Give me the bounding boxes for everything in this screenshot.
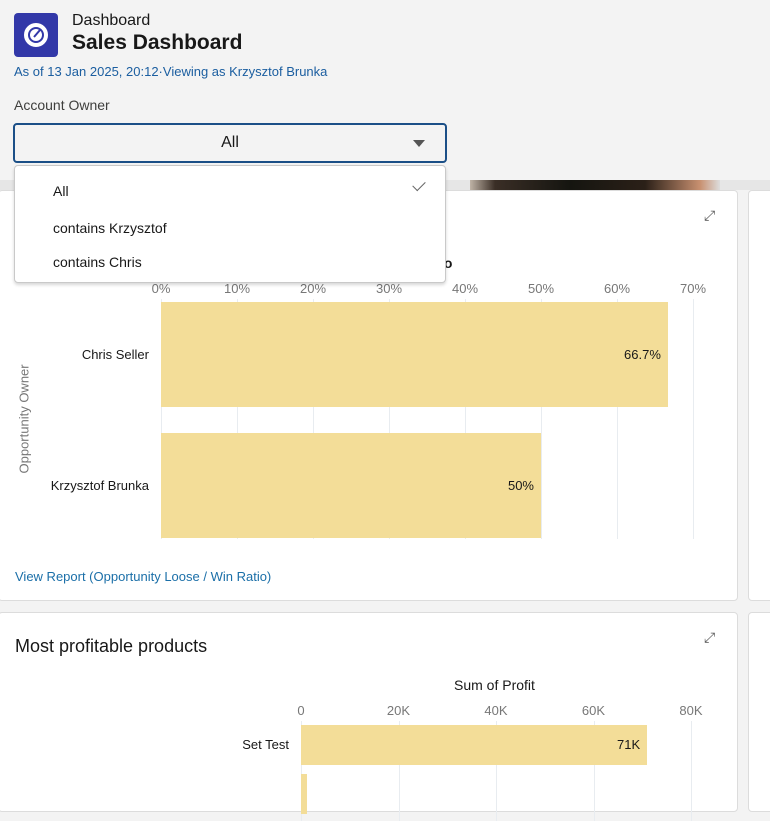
x-axis-title: Sum of Profit xyxy=(454,677,535,693)
category-label: Chris Seller xyxy=(81,346,149,362)
chevron-down-icon xyxy=(413,140,425,147)
gridline xyxy=(691,721,692,821)
card-title: Most profitable products xyxy=(15,636,208,656)
category-label: Krzysztof Brunka xyxy=(50,477,149,493)
side-card xyxy=(748,190,770,601)
expand-icon[interactable]: ⤢ xyxy=(704,629,716,645)
gridline xyxy=(496,721,497,821)
gridline xyxy=(593,721,595,821)
x-tick-label: 20K xyxy=(386,703,411,718)
bar xyxy=(301,774,307,814)
x-tick-label: 40% xyxy=(451,281,479,296)
data-label: 71K xyxy=(616,737,641,752)
profitable-products-card: Most profitable products ⤢ Sum of Profit… xyxy=(0,612,738,821)
expand-icon[interactable]: ⤢ xyxy=(704,207,716,223)
select-value: All xyxy=(221,134,239,151)
option-all[interactable]: All xyxy=(53,183,69,199)
dashboard-subtitle: As of 13 Jan 2025, 20:12·Viewing as Krzy… xyxy=(14,64,328,79)
view-report-link[interactable]: View Report (Opportunity Loose / Win Rat… xyxy=(15,569,272,584)
option-contains-krzysztof[interactable]: contains Krzysztof xyxy=(53,220,167,236)
dashboard-gauge-icon xyxy=(14,13,58,57)
account-owner-select[interactable]: All xyxy=(13,123,447,163)
x-tick-label: 0% xyxy=(151,281,171,296)
option-contains-chris[interactable]: contains Chris xyxy=(53,254,142,270)
x-tick-label: 0 xyxy=(297,703,305,718)
bar xyxy=(161,302,668,407)
data-label: 50% xyxy=(507,477,534,493)
gridline xyxy=(693,299,694,539)
gridline xyxy=(161,299,162,539)
x-tick-label: 40K xyxy=(484,703,508,718)
data-label: 66.7% xyxy=(624,346,661,362)
y-axis-label: Opportunity Owner xyxy=(16,364,32,474)
filter-label: Account Owner xyxy=(14,97,110,113)
gridline xyxy=(541,299,542,539)
filter-dropdown-menu: All contains Krzysztof contains Chris xyxy=(14,165,446,283)
x-tick-label: 70% xyxy=(679,281,707,296)
x-tick-label: 10% xyxy=(223,281,251,296)
banner-image xyxy=(470,180,720,192)
gridline xyxy=(237,299,238,539)
x-tick-label: 80K xyxy=(679,703,703,718)
x-tick-label: 20% xyxy=(299,281,327,296)
gridline xyxy=(398,721,400,821)
side-card xyxy=(748,612,770,812)
gridline xyxy=(389,299,390,539)
gridline xyxy=(313,299,314,539)
x-tick-label: 60% xyxy=(603,281,631,296)
gridline xyxy=(465,299,466,539)
x-tick-label: 30% xyxy=(375,281,403,296)
page-title: Sales Dashboard xyxy=(72,31,243,54)
breadcrumb: Dashboard xyxy=(72,12,151,29)
check-icon xyxy=(412,177,426,192)
bar xyxy=(301,725,648,765)
gridline xyxy=(301,721,302,821)
x-tick-label: 60K xyxy=(581,703,606,718)
x-tick-label: 50% xyxy=(527,281,555,296)
gridline xyxy=(617,299,618,539)
bar xyxy=(161,433,541,538)
category-label: Set Test xyxy=(242,737,289,752)
